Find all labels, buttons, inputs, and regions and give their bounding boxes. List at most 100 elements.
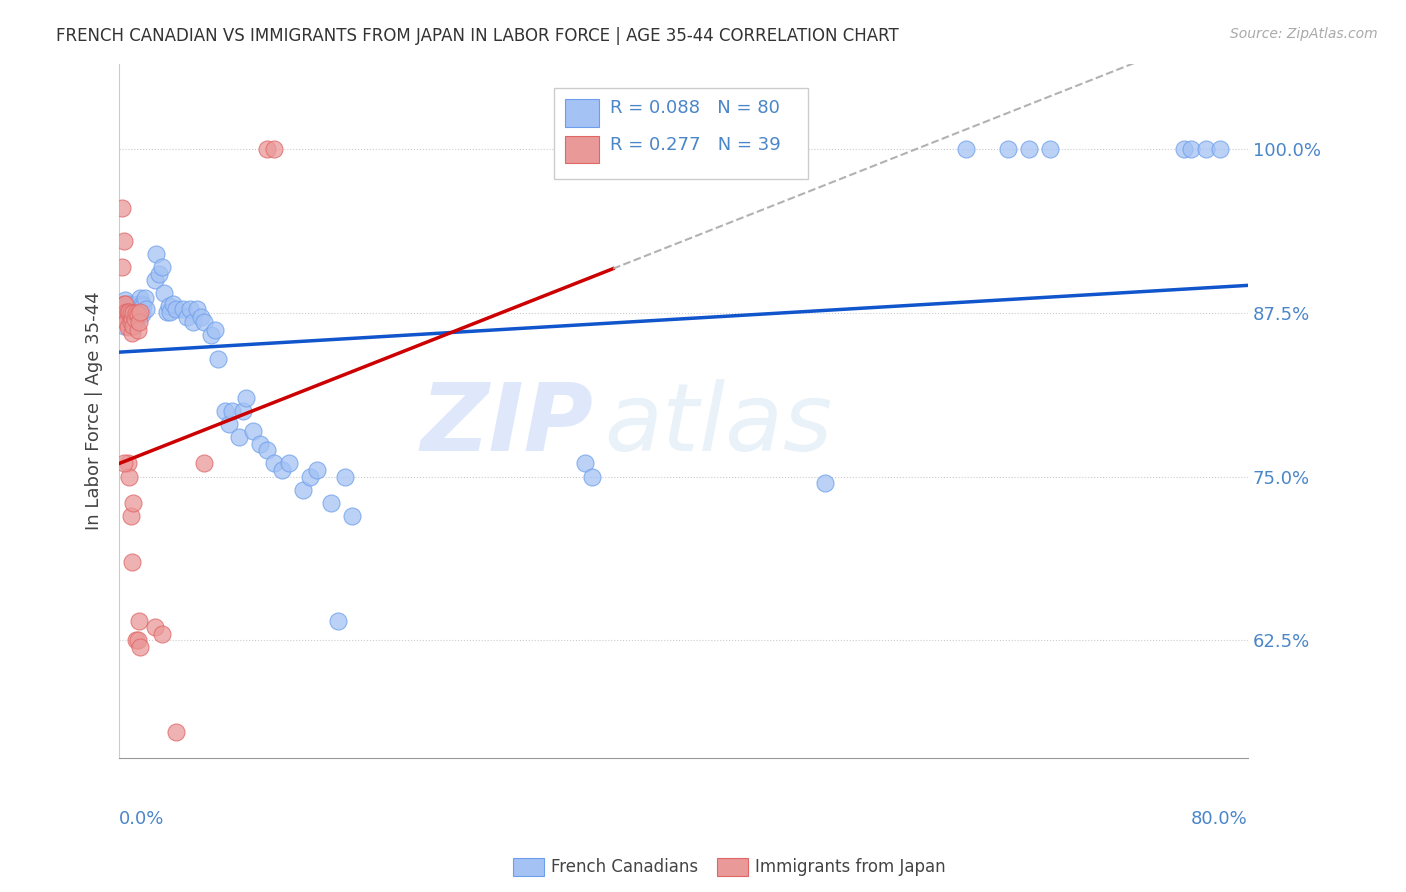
Point	[129, 640, 152, 654]
Point	[128, 315, 150, 329]
Point	[120, 315, 142, 329]
Point	[340, 508, 363, 523]
Point	[115, 306, 138, 320]
Point	[228, 430, 250, 444]
Point	[814, 476, 837, 491]
Point	[129, 304, 152, 318]
Point	[1018, 142, 1040, 156]
Point	[291, 483, 314, 497]
Point	[319, 496, 342, 510]
Point	[121, 301, 143, 316]
Point	[114, 312, 136, 326]
Point	[115, 299, 138, 313]
Point	[204, 323, 226, 337]
Point	[125, 315, 148, 329]
Point	[131, 307, 153, 321]
Text: atlas: atlas	[605, 379, 832, 470]
Point	[143, 273, 166, 287]
Point	[121, 326, 143, 340]
Point	[122, 306, 145, 320]
Point	[127, 307, 149, 321]
Point	[114, 296, 136, 310]
FancyBboxPatch shape	[565, 99, 599, 127]
Point	[118, 469, 141, 483]
Point	[333, 469, 356, 483]
Point	[150, 626, 173, 640]
Point	[263, 457, 285, 471]
Point	[128, 301, 150, 316]
Point	[120, 306, 142, 320]
Point	[117, 320, 139, 334]
Point	[256, 443, 278, 458]
Point	[218, 417, 240, 432]
Point	[125, 306, 148, 320]
Point	[179, 301, 201, 316]
Point	[122, 310, 145, 324]
Point	[114, 293, 136, 307]
Point	[124, 312, 146, 326]
Point	[305, 463, 328, 477]
Point	[118, 296, 141, 310]
Point	[997, 142, 1019, 156]
Text: French Canadians: French Canadians	[551, 858, 699, 876]
Point	[118, 310, 141, 324]
Point	[165, 725, 187, 739]
Point	[1194, 142, 1216, 156]
Point	[176, 310, 198, 324]
Point	[125, 304, 148, 318]
Point	[112, 296, 135, 310]
Point	[298, 469, 321, 483]
Point	[148, 267, 170, 281]
Point	[193, 315, 215, 329]
Point	[115, 304, 138, 318]
Text: 80.0%: 80.0%	[1191, 811, 1249, 829]
Point	[111, 299, 134, 313]
Point	[256, 142, 278, 156]
Point	[1180, 142, 1202, 156]
Point	[221, 404, 243, 418]
Point	[122, 318, 145, 333]
Point	[132, 299, 155, 313]
Point	[214, 404, 236, 418]
Point	[129, 304, 152, 318]
Point	[955, 142, 977, 156]
Point	[193, 457, 215, 471]
Point	[111, 201, 134, 215]
Point	[263, 142, 285, 156]
FancyBboxPatch shape	[554, 88, 807, 178]
Point	[249, 437, 271, 451]
Text: Source: ZipAtlas.com: Source: ZipAtlas.com	[1230, 27, 1378, 41]
Point	[121, 312, 143, 326]
Point	[581, 469, 603, 483]
Point	[145, 247, 167, 261]
Point	[190, 310, 212, 324]
Point	[125, 633, 148, 648]
Point	[129, 292, 152, 306]
Point	[162, 296, 184, 310]
Text: R = 0.277   N = 39: R = 0.277 N = 39	[610, 136, 780, 154]
Point	[127, 633, 149, 648]
Point	[143, 620, 166, 634]
Point	[156, 304, 179, 318]
Text: ZIP: ZIP	[420, 379, 593, 471]
Point	[112, 457, 135, 471]
Point	[1039, 142, 1062, 156]
Point	[150, 260, 173, 274]
Point	[207, 351, 229, 366]
Point	[153, 286, 176, 301]
Point	[186, 301, 208, 316]
Text: FRENCH CANADIAN VS IMMIGRANTS FROM JAPAN IN LABOR FORCE | AGE 35-44 CORRELATION : FRENCH CANADIAN VS IMMIGRANTS FROM JAPAN…	[56, 27, 898, 45]
Point	[121, 315, 143, 329]
Text: Immigrants from Japan: Immigrants from Japan	[755, 858, 946, 876]
Point	[232, 404, 254, 418]
Point	[115, 315, 138, 329]
Point	[124, 312, 146, 326]
Point	[120, 312, 142, 326]
Point	[122, 299, 145, 313]
Point	[117, 315, 139, 329]
Point	[574, 457, 596, 471]
Point	[157, 299, 180, 313]
Point	[111, 260, 134, 274]
Point	[135, 301, 157, 316]
Point	[120, 508, 142, 523]
